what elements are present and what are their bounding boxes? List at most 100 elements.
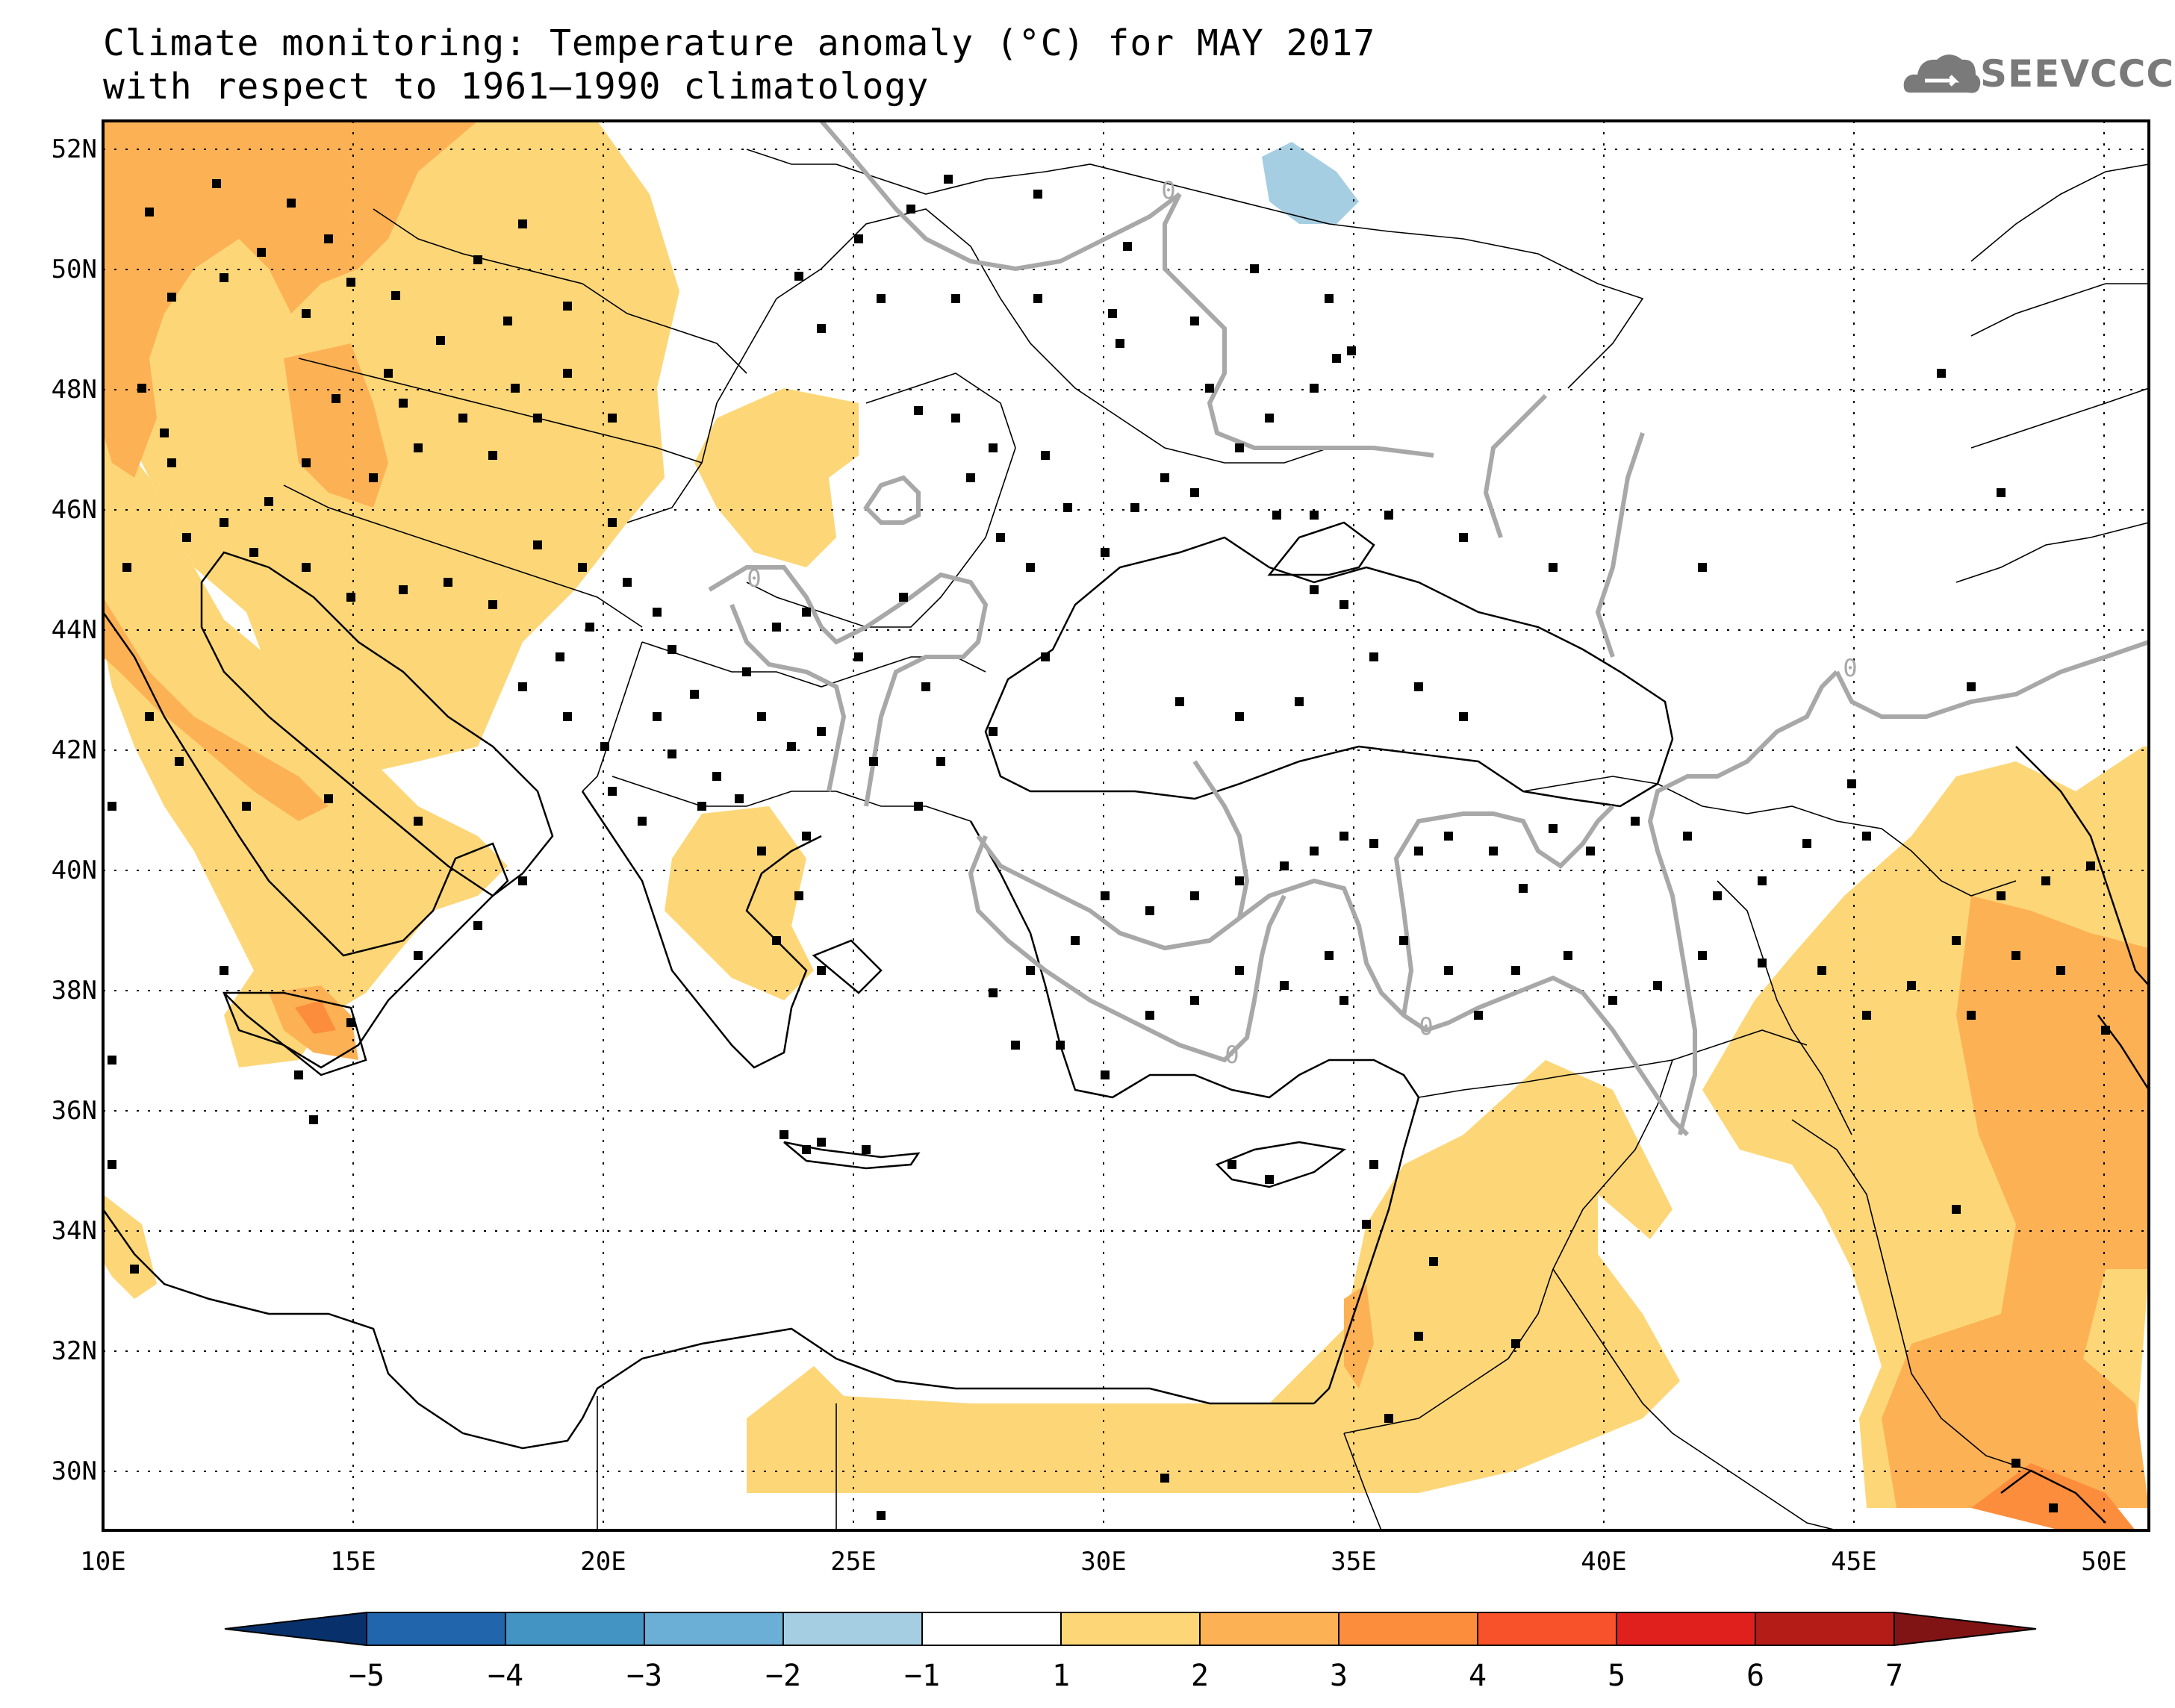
station-marker	[503, 317, 512, 325]
station-marker	[1115, 339, 1124, 348]
station-marker	[1362, 1220, 1371, 1229]
station-marker	[1713, 891, 1722, 900]
station-marker	[1041, 652, 1050, 661]
station-marker	[780, 1130, 788, 1139]
station-marker	[1907, 981, 1916, 990]
lat-label-38n: 38N	[51, 976, 97, 1006]
station-marker	[346, 278, 355, 287]
lat-label-50n: 50N	[51, 255, 97, 284]
station-marker	[2011, 951, 2020, 960]
station-marker	[877, 294, 886, 303]
station-marker	[1033, 294, 1042, 303]
station-marker	[1011, 1041, 1020, 1050]
map-title-line1: Climate monitoring: Temperature anomaly …	[103, 22, 1376, 64]
lon-label-40e: 40E	[1581, 1547, 1627, 1577]
colorbar-label: −1	[903, 1659, 941, 1693]
station-marker	[1123, 242, 1132, 251]
station-marker	[414, 443, 423, 452]
station-marker	[1101, 548, 1110, 557]
lat-label-44n: 44N	[51, 615, 97, 645]
colorbar-label: −4	[487, 1659, 524, 1693]
colorbar-label: 4	[1468, 1659, 1487, 1693]
station-marker	[302, 563, 311, 572]
station-marker	[1802, 839, 1811, 848]
station-marker	[518, 876, 527, 885]
station-marker	[787, 742, 796, 751]
station-marker	[817, 966, 826, 975]
station-marker	[1041, 451, 1050, 460]
station-marker	[1235, 876, 1244, 885]
station-marker	[944, 175, 953, 184]
lat-label-36n: 36N	[51, 1096, 97, 1126]
station-marker	[1758, 876, 1767, 885]
lat-label-42n: 42N	[51, 735, 97, 765]
colorbar-segment	[1755, 1612, 1895, 1646]
station-marker	[869, 757, 878, 766]
station-marker	[384, 369, 393, 378]
station-marker	[1384, 1414, 1393, 1423]
station-marker	[906, 205, 915, 214]
station-marker	[1459, 712, 1468, 721]
station-marker	[518, 219, 527, 228]
station-marker	[414, 817, 423, 826]
station-marker	[108, 1160, 116, 1169]
station-marker	[712, 772, 721, 781]
station-marker	[533, 540, 542, 549]
turkey-south-coast	[969, 820, 1420, 1099]
anomaly-shading	[103, 121, 2149, 1530]
station-marker	[757, 712, 766, 721]
station-marker	[1310, 847, 1319, 855]
station-marker	[1997, 488, 2006, 497]
lon-label-50e: 50E	[2081, 1547, 2127, 1577]
station-marker	[735, 794, 744, 803]
station-marker	[1369, 839, 1378, 848]
station-marker	[242, 802, 251, 811]
station-markers	[108, 175, 2110, 1520]
anomaly-region-greece	[665, 806, 814, 1000]
station-marker	[1758, 959, 1767, 967]
station-marker	[1474, 1011, 1483, 1020]
map-title-line2: with respect to 1961–1990 climatology	[103, 66, 930, 107]
station-marker	[1265, 414, 1274, 423]
north-africa-coast	[102, 1209, 1314, 1450]
station-marker	[817, 1138, 826, 1147]
station-marker	[369, 473, 378, 482]
anomaly-region-central-europe	[103, 121, 679, 791]
station-marker	[302, 458, 311, 467]
station-marker	[1325, 951, 1334, 960]
station-marker	[1235, 966, 1244, 975]
station-marker	[608, 787, 617, 796]
station-marker	[556, 652, 564, 661]
station-marker	[332, 394, 340, 403]
station-marker	[249, 548, 258, 557]
station-marker	[817, 324, 826, 333]
station-marker	[1145, 1011, 1154, 1020]
station-marker	[145, 208, 154, 216]
station-marker	[1101, 891, 1110, 900]
station-marker	[1250, 264, 1259, 273]
station-marker	[287, 199, 296, 208]
station-marker	[167, 458, 176, 467]
lat-label-30n: 30N	[51, 1456, 97, 1486]
station-marker	[1444, 832, 1453, 841]
lat-label-46n: 46N	[51, 495, 97, 525]
lon-label-20e: 20E	[580, 1547, 626, 1577]
contour-label: 0	[1843, 654, 1857, 682]
station-marker	[563, 302, 572, 311]
station-marker	[1384, 511, 1393, 520]
station-marker	[1190, 317, 1199, 325]
station-marker	[1549, 824, 1558, 833]
station-marker	[794, 891, 803, 900]
station-marker	[137, 384, 146, 393]
contour-label: 0	[1419, 1012, 1433, 1041]
station-marker	[294, 1070, 303, 1079]
station-marker	[1130, 503, 1139, 512]
station-marker	[1160, 473, 1169, 482]
station-marker	[1190, 488, 1199, 497]
anomaly-region-israel	[1344, 1284, 1374, 1388]
station-marker	[458, 414, 467, 423]
station-marker	[488, 451, 497, 460]
station-marker	[1190, 891, 1199, 900]
anomaly-region-north-strong	[103, 121, 478, 478]
